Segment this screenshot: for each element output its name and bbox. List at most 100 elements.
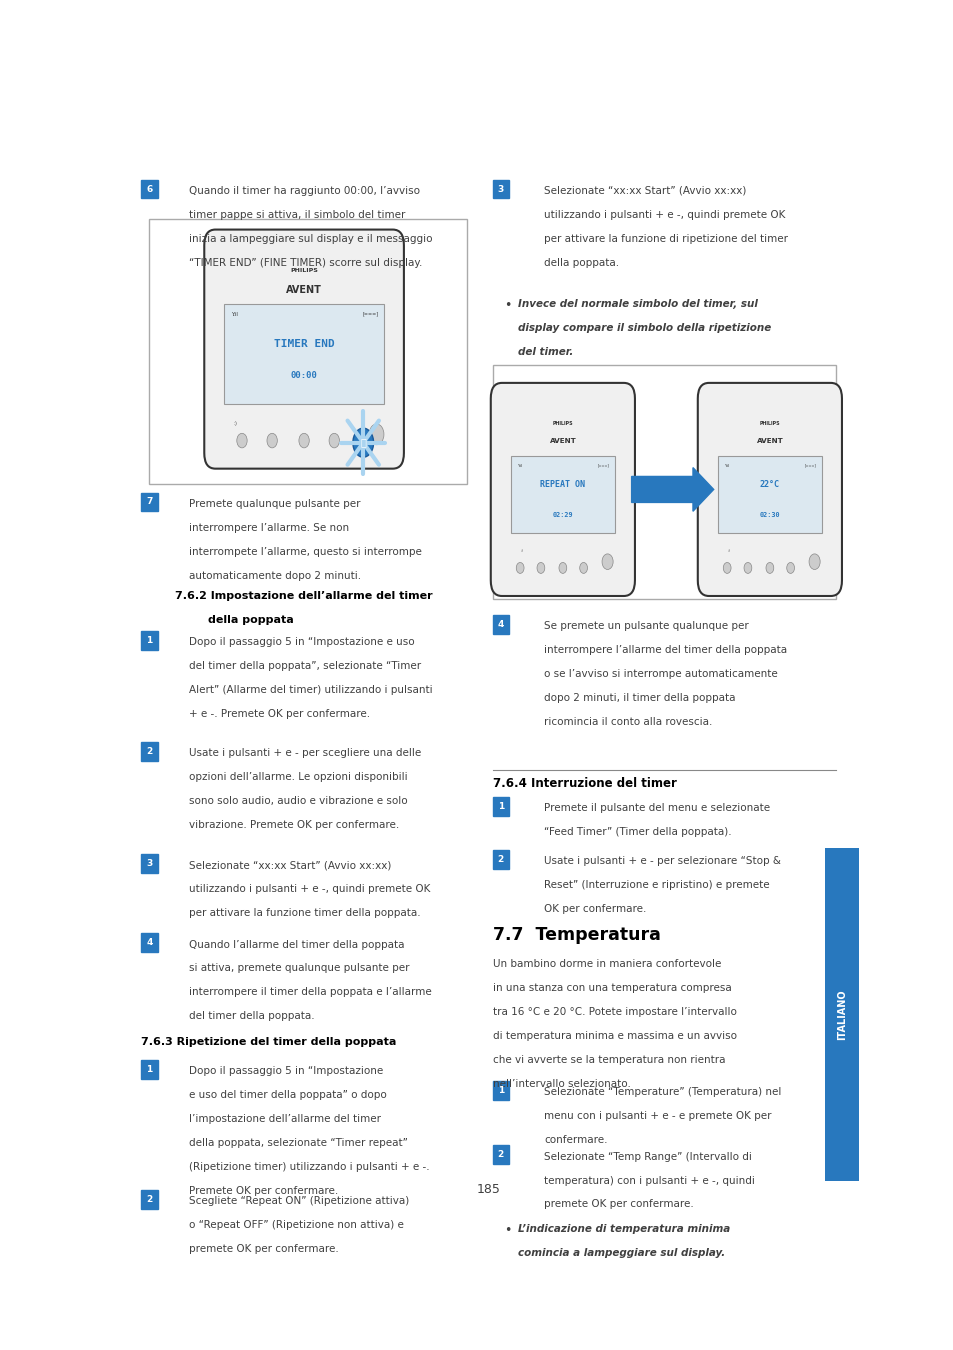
Circle shape [579, 563, 587, 574]
Circle shape [369, 424, 383, 444]
Text: 1: 1 [497, 1085, 503, 1095]
Text: 1: 1 [146, 1065, 152, 1075]
FancyBboxPatch shape [141, 493, 157, 512]
FancyBboxPatch shape [510, 456, 615, 533]
FancyBboxPatch shape [492, 364, 836, 598]
Text: menu con i pulsanti + e - e premete OK per: menu con i pulsanti + e - e premete OK p… [544, 1111, 771, 1120]
Circle shape [537, 563, 544, 574]
Text: AVENT: AVENT [549, 437, 576, 444]
Text: per attivare la funzione timer della poppata.: per attivare la funzione timer della pop… [190, 909, 420, 918]
Text: Premete il pulsante del menu e selezionate: Premete il pulsante del menu e seleziona… [544, 803, 770, 813]
Text: Selezionate “xx:xx Start” (Avvio xx:xx): Selezionate “xx:xx Start” (Avvio xx:xx) [544, 186, 746, 196]
Text: + e -. Premete OK per confermare.: + e -. Premete OK per confermare. [190, 709, 370, 718]
Text: 2: 2 [146, 747, 152, 756]
Circle shape [722, 563, 730, 574]
Text: della poppata.: della poppata. [544, 258, 618, 267]
Text: OK per confermare.: OK per confermare. [544, 904, 646, 914]
Text: Selezionate “Temperature” (Temperatura) nel: Selezionate “Temperature” (Temperatura) … [544, 1087, 781, 1098]
Text: interrompere l’allarme. Se non: interrompere l’allarme. Se non [190, 522, 349, 533]
Text: interrompere l’allarme del timer della poppata: interrompere l’allarme del timer della p… [544, 645, 786, 655]
FancyBboxPatch shape [141, 855, 157, 873]
Text: inizia a lampeggiare sul display e il messaggio: inizia a lampeggiare sul display e il me… [190, 234, 433, 244]
Text: comincia a lampeggiare sul display.: comincia a lampeggiare sul display. [518, 1249, 725, 1258]
Text: [===]: [===] [598, 463, 609, 467]
Text: Premete OK per confermare.: Premete OK per confermare. [190, 1185, 338, 1196]
Text: timer pappe si attiva, il simbolo del timer: timer pappe si attiva, il simbolo del ti… [190, 209, 405, 220]
Circle shape [267, 433, 277, 448]
FancyBboxPatch shape [204, 230, 403, 468]
Circle shape [743, 563, 751, 574]
Text: 7.7  Temperatura: 7.7 Temperatura [492, 926, 659, 944]
Text: Dopo il passaggio 5 in “Impostazione: Dopo il passaggio 5 in “Impostazione [190, 1066, 383, 1076]
Text: Usate i pulsanti + e - per scegliere una delle: Usate i pulsanti + e - per scegliere una… [190, 748, 421, 759]
Text: •: • [503, 1224, 511, 1238]
FancyBboxPatch shape [717, 456, 821, 533]
Text: 4: 4 [146, 938, 152, 948]
Text: ITALIANO: ITALIANO [837, 990, 846, 1040]
Circle shape [558, 563, 566, 574]
FancyBboxPatch shape [149, 219, 466, 485]
Text: 2: 2 [497, 1150, 503, 1160]
Text: che vi avverte se la temperatura non rientra: che vi avverte se la temperatura non rie… [492, 1054, 724, 1065]
Text: nell’intervallo selezionato.: nell’intervallo selezionato. [492, 1079, 630, 1089]
Circle shape [353, 428, 374, 458]
Bar [824, 848, 858, 1181]
Text: 02:30: 02:30 [759, 513, 780, 518]
FancyBboxPatch shape [492, 1145, 508, 1164]
Text: del timer della poppata”, selezionate “Timer: del timer della poppata”, selezionate “T… [190, 662, 421, 671]
Text: 185: 185 [476, 1184, 500, 1196]
Text: Reset” (Interruzione e ripristino) e premete: Reset” (Interruzione e ripristino) e pre… [544, 880, 769, 890]
Text: utilizzando i pulsanti + e -, quindi premete OK: utilizzando i pulsanti + e -, quindi pre… [190, 884, 431, 895]
FancyBboxPatch shape [141, 630, 157, 649]
Text: Scegliete “Repeat ON” (Ripetizione attiva): Scegliete “Repeat ON” (Ripetizione attiv… [190, 1196, 409, 1207]
Text: dopo 2 minuti, il timer della poppata: dopo 2 minuti, il timer della poppata [544, 693, 735, 703]
Text: Alert” (Allarme del timer) utilizzando i pulsanti: Alert” (Allarme del timer) utilizzando i… [190, 684, 433, 695]
Text: 7.6.4 Interruzione del timer: 7.6.4 Interruzione del timer [492, 778, 676, 790]
Text: REPEAT ON: REPEAT ON [539, 479, 585, 489]
Text: •: • [503, 300, 511, 312]
Text: 7: 7 [146, 497, 152, 506]
FancyBboxPatch shape [141, 743, 157, 761]
Circle shape [516, 563, 523, 574]
Text: utilizzando i pulsanti + e -, quindi premete OK: utilizzando i pulsanti + e -, quindi pre… [544, 209, 785, 220]
Text: Selezionate “xx:xx Start” (Avvio xx:xx): Selezionate “xx:xx Start” (Avvio xx:xx) [190, 860, 392, 871]
Text: 4: 4 [497, 620, 503, 629]
Text: Premete qualunque pulsante per: Premete qualunque pulsante per [190, 498, 360, 509]
FancyArrow shape [631, 467, 713, 512]
Text: TIMER END: TIMER END [274, 339, 335, 348]
Text: 6: 6 [146, 185, 152, 193]
Text: l’impostazione dell’allarme del timer: l’impostazione dell’allarme del timer [190, 1114, 381, 1125]
Text: opzioni dell’allarme. Le opzioni disponibili: opzioni dell’allarme. Le opzioni disponi… [190, 772, 408, 782]
Text: confermare.: confermare. [544, 1135, 607, 1145]
Text: (Ripetizione timer) utilizzando i pulsanti + e -.: (Ripetizione timer) utilizzando i pulsan… [190, 1162, 430, 1172]
Text: 3: 3 [146, 859, 152, 868]
FancyBboxPatch shape [224, 304, 383, 404]
Text: 3: 3 [497, 185, 503, 193]
Text: automaticamente dopo 2 minuti.: automaticamente dopo 2 minuti. [190, 571, 361, 580]
Text: 1: 1 [146, 636, 152, 645]
FancyBboxPatch shape [141, 1060, 157, 1079]
Circle shape [601, 554, 613, 570]
Text: e uso del timer della poppata” o dopo: e uso del timer della poppata” o dopo [190, 1091, 387, 1100]
Text: Quando l’allarme del timer della poppata: Quando l’allarme del timer della poppata [190, 940, 405, 949]
Text: o “Repeat OFF” (Ripetizione non attiva) e: o “Repeat OFF” (Ripetizione non attiva) … [190, 1220, 404, 1230]
Text: temperatura) con i pulsanti + e -, quindi: temperatura) con i pulsanti + e -, quind… [544, 1176, 755, 1185]
Text: della poppata, selezionate “Timer repeat”: della poppata, selezionate “Timer repeat… [190, 1138, 408, 1148]
Text: 02:29: 02:29 [552, 513, 573, 518]
FancyBboxPatch shape [492, 1081, 508, 1100]
Text: Selezionate “Temp Range” (Intervallo di: Selezionate “Temp Range” (Intervallo di [544, 1152, 752, 1161]
Text: :): :) [519, 549, 523, 553]
Text: AVENT: AVENT [756, 437, 782, 444]
Text: “Feed Timer” (Timer della poppata).: “Feed Timer” (Timer della poppata). [544, 828, 731, 837]
Text: premete OK per confermare.: premete OK per confermare. [544, 1199, 694, 1210]
Text: AVENT: AVENT [286, 285, 322, 294]
Circle shape [786, 563, 794, 574]
Text: “TIMER END” (FINE TIMER) scorre sul display.: “TIMER END” (FINE TIMER) scorre sul disp… [190, 258, 422, 267]
Text: L’indicazione di temperatura minima: L’indicazione di temperatura minima [518, 1224, 730, 1234]
Text: di temperatura minima e massima e un avviso: di temperatura minima e massima e un avv… [492, 1031, 736, 1041]
Text: sono solo audio, audio e vibrazione e solo: sono solo audio, audio e vibrazione e so… [190, 796, 408, 806]
Text: Invece del normale simbolo del timer, sul: Invece del normale simbolo del timer, su… [518, 300, 758, 309]
Text: Quando il timer ha raggiunto 00:00, l’avviso: Quando il timer ha raggiunto 00:00, l’av… [190, 186, 420, 196]
Circle shape [236, 433, 247, 448]
Text: :): :) [233, 421, 237, 427]
